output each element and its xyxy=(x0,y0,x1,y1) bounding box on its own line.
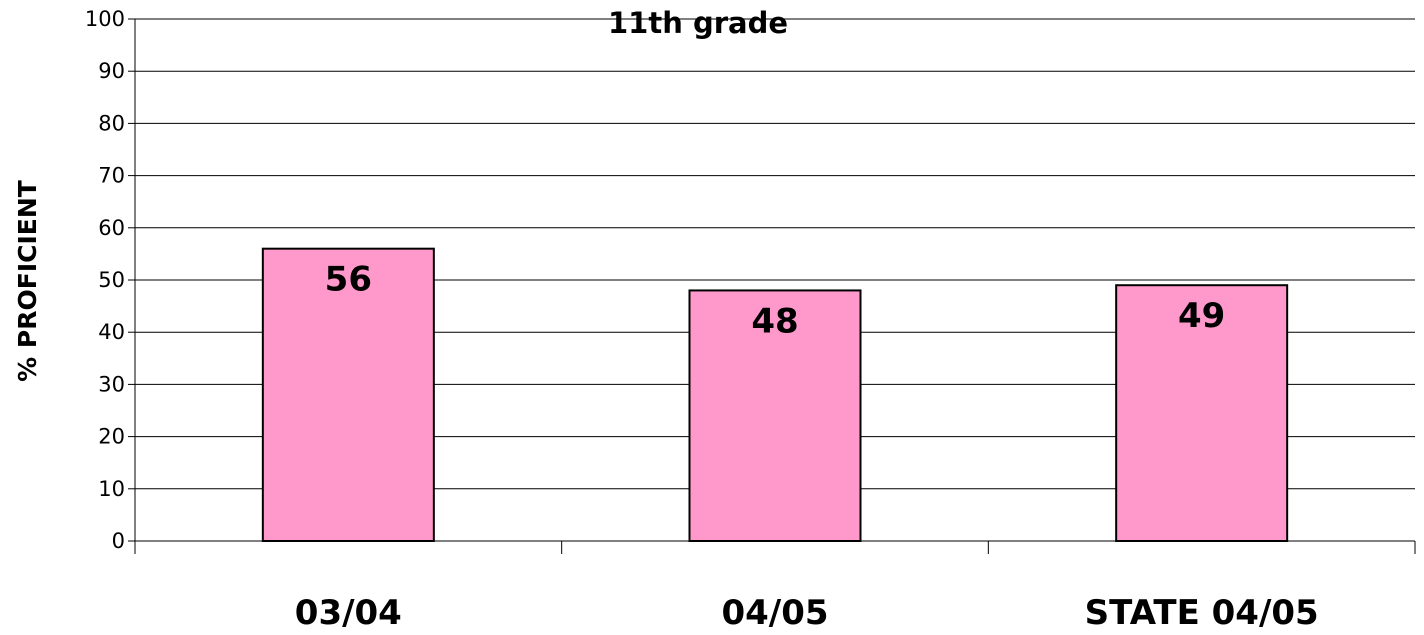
data-labels: 56 48 49 xyxy=(325,260,1226,342)
y-tick-label: 20 xyxy=(98,425,125,449)
x-category-label: 03/04 xyxy=(295,593,402,633)
x-tick-labels: 03/04 04/05 STATE 04/05 xyxy=(295,593,1319,633)
bar-series xyxy=(261,247,1289,542)
y-tick-label: 100 xyxy=(85,7,125,31)
data-label: 49 xyxy=(1178,296,1225,336)
y-tick-label: 30 xyxy=(98,372,125,396)
data-label: 56 xyxy=(325,260,372,300)
y-tick-label: 80 xyxy=(98,111,125,135)
y-tick-label: 60 xyxy=(98,216,125,240)
bar xyxy=(261,247,435,542)
chart-title: 11th grade xyxy=(608,6,788,40)
x-category-label: 04/05 xyxy=(721,593,828,633)
y-axis-label: % PROFICIENT xyxy=(13,180,42,382)
data-label: 48 xyxy=(751,301,798,341)
axes xyxy=(128,18,1416,554)
y-tick-labels: 0 10 20 30 40 50 60 70 80 90 100 xyxy=(85,7,125,553)
y-tick-label: 10 xyxy=(98,477,125,501)
y-tick-label: 50 xyxy=(98,268,125,292)
y-tick-label: 70 xyxy=(98,164,125,188)
y-tick-label: 0 xyxy=(112,529,125,553)
y-tick-label: 40 xyxy=(98,320,125,344)
y-tick-label: 90 xyxy=(98,59,125,83)
bar xyxy=(688,289,862,542)
x-category-label: STATE 04/05 xyxy=(1085,593,1319,633)
